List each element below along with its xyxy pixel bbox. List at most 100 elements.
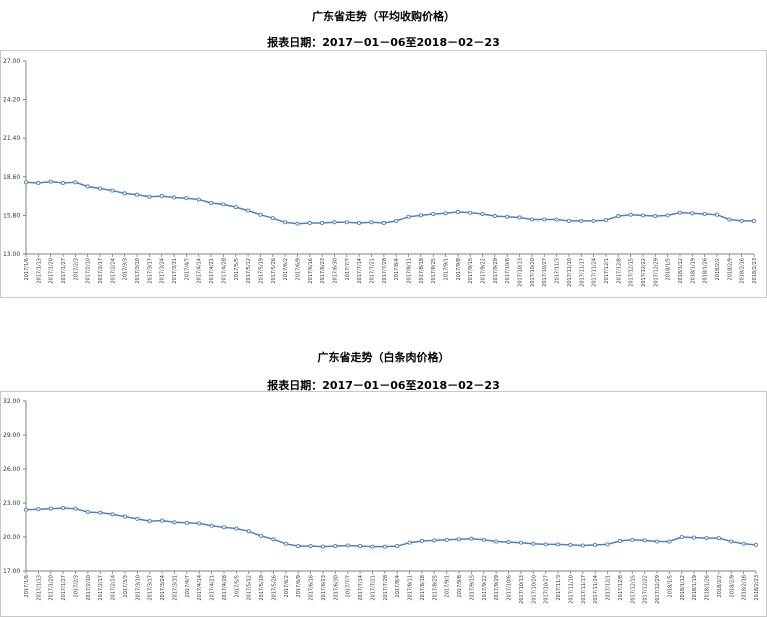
data-point <box>147 519 152 524</box>
x-tick-label: 2017/3/24 <box>160 258 166 284</box>
data-point <box>494 539 499 544</box>
data-point <box>616 214 621 219</box>
x-tick-label: 2017/2/17 <box>98 258 104 284</box>
data-point <box>221 202 226 207</box>
x-tick-label: 2017/3/17 <box>147 258 153 284</box>
x-tick-label: 2017/7/14 <box>357 258 363 284</box>
data-point <box>209 200 214 206</box>
x-tick-label: 2018/1/19 <box>692 575 698 601</box>
x-tick-label: 2017/10/20 <box>530 258 536 287</box>
data-point <box>97 186 103 191</box>
data-point <box>580 543 585 548</box>
x-tick-label: 2017/8/25 <box>431 258 437 284</box>
x-tick-label: 2017/6/30 <box>332 258 338 284</box>
data-point <box>531 541 536 546</box>
data-point <box>505 214 510 219</box>
data-point <box>407 540 412 545</box>
data-point <box>110 512 115 517</box>
x-tick-label: 2017/11/10 <box>567 258 573 287</box>
x-tick-label: 2017/6/2 <box>283 258 289 280</box>
x-tick-label: 2017/10/27 <box>544 575 550 604</box>
data-point <box>320 220 325 226</box>
x-tick-label: 2017/10/13 <box>519 575 525 604</box>
data-point <box>455 209 460 215</box>
x-tick-label: 2017/12/29 <box>655 575 661 604</box>
data-point <box>159 194 164 199</box>
x-tick-label: 2017/2/10 <box>86 258 92 284</box>
y-tick-label: 32.00 <box>3 398 20 405</box>
x-tick-label: 2017/1/6 <box>24 258 30 280</box>
x-tick-label: 2018/1/19 <box>690 258 696 284</box>
x-tick-label: 2017/6/30 <box>333 575 339 601</box>
x-tick-label: 2018/2/16 <box>742 575 748 601</box>
x-tick-label: 2017/3/3 <box>123 258 129 280</box>
x-tick-label: 2018/2/2 <box>717 575 723 597</box>
x-tick-label: 2017/11/24 <box>593 575 599 604</box>
data-point <box>60 180 66 186</box>
x-tick-label: 2017/3/31 <box>172 575 178 601</box>
x-tick-label: 2017/8/25 <box>432 575 438 601</box>
x-tick-label: 2017/10/20 <box>531 575 537 604</box>
data-point <box>270 216 275 221</box>
data-point <box>727 217 732 222</box>
y-tick-label: 29.00 <box>3 432 20 439</box>
line-chart-average-purchase-price: 13.00 15.80 18.60 21.40 24.20 27.00 2017/1/6 20… <box>3 58 758 287</box>
x-tick-label: 2017/12/8 <box>616 258 622 284</box>
x-tick-label: 2018/1/5 <box>666 258 672 280</box>
x-tick-label: 2017/4/7 <box>184 258 190 280</box>
data-point <box>370 544 375 549</box>
data-point <box>345 543 350 548</box>
y-tick-label: 26.00 <box>3 466 20 473</box>
x-tick-label: 2018/1/26 <box>703 258 709 284</box>
x-tick-label: 2017/9/8 <box>457 575 463 597</box>
data-point <box>443 211 448 216</box>
data-point <box>233 205 238 210</box>
x-tick-label: 2017/1/27 <box>61 258 67 284</box>
x-tick-label: 2017/8/18 <box>419 258 425 284</box>
y-tick-label: 21.40 <box>3 135 20 142</box>
x-tick-label: 2017/10/6 <box>505 258 511 284</box>
x-tick-label: 2017/1/13 <box>36 575 42 601</box>
data-point <box>690 211 695 216</box>
x-tick-label: 2017/4/28 <box>222 575 228 601</box>
x-tick-label: 2017/9/1 <box>444 258 450 280</box>
data-point <box>729 539 734 544</box>
x-tick-label: 2017/6/2 <box>284 575 290 597</box>
x-tick-label: 2017/8/11 <box>407 258 413 284</box>
data-point <box>259 533 264 538</box>
x-tick-label: 2017/7/14 <box>358 575 364 601</box>
data-point <box>110 188 115 193</box>
data-point <box>246 208 251 213</box>
x-tick-label: 2017/11/24 <box>592 258 598 287</box>
data-point <box>234 526 239 531</box>
data-point <box>692 535 697 540</box>
x-tick-label: 2017/2/17 <box>98 575 104 601</box>
chart-title: 广东省走势（平均收购价格） <box>312 10 455 23</box>
y-tick-label: 23.00 <box>3 500 20 507</box>
data-point <box>481 537 486 542</box>
x-tick-label: 2017/4/21 <box>210 575 216 601</box>
x-tick-label: 2017/11/3 <box>555 258 561 284</box>
data-point <box>246 529 251 534</box>
x-tick-label: 2018/2/2 <box>715 258 721 280</box>
data-point <box>714 212 720 217</box>
x-tick-label: 2017/12/22 <box>643 575 649 604</box>
line-chart-white-strip-pork-price: 17.00 20.00 23.00 26.00 29.00 32.00 2017/1/6 20… <box>3 398 760 604</box>
data-point <box>332 220 337 225</box>
data-point <box>653 214 658 219</box>
x-tick-label: 2017/1/27 <box>61 575 67 601</box>
data-point <box>640 213 645 218</box>
data-point <box>184 520 189 525</box>
x-tick-label: 2017/4/7 <box>185 575 191 597</box>
x-tick-label: 2017/2/3 <box>73 575 79 597</box>
data-point <box>48 506 53 511</box>
data-point <box>61 506 66 511</box>
data-point <box>419 538 424 544</box>
x-tick-label: 2017/10/13 <box>518 258 524 287</box>
x-tick-label: 2017/6/16 <box>308 258 314 284</box>
data-point <box>406 214 411 219</box>
x-tick-label: 2017/3/3 <box>123 575 129 597</box>
data-point <box>172 195 177 200</box>
data-point <box>221 525 227 530</box>
data-point <box>739 218 744 223</box>
